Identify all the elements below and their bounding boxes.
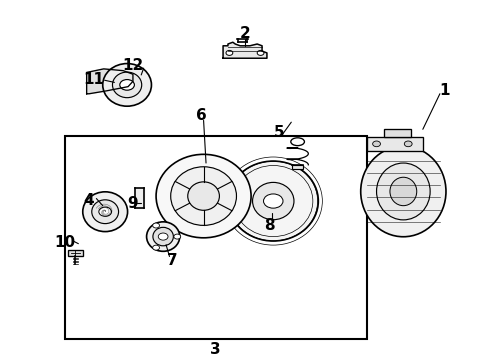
Bar (367, 137, 423, 150)
Circle shape (264, 194, 283, 208)
Text: 4: 4 (84, 193, 95, 208)
Polygon shape (223, 42, 267, 58)
Ellipse shape (252, 183, 294, 220)
Text: 3: 3 (210, 342, 221, 357)
Ellipse shape (83, 192, 127, 231)
Polygon shape (135, 188, 144, 208)
Circle shape (99, 207, 112, 216)
Circle shape (404, 141, 412, 147)
Text: 10: 10 (54, 235, 75, 251)
Bar (68, 250, 83, 256)
Ellipse shape (228, 161, 318, 241)
Text: 2: 2 (240, 26, 250, 41)
Circle shape (257, 50, 264, 55)
Circle shape (153, 245, 159, 250)
Ellipse shape (171, 167, 237, 225)
Ellipse shape (113, 72, 142, 98)
Ellipse shape (390, 177, 417, 206)
Circle shape (153, 223, 159, 228)
Ellipse shape (153, 227, 173, 246)
Circle shape (158, 233, 168, 240)
Bar (292, 165, 303, 170)
Ellipse shape (376, 163, 430, 220)
Text: 7: 7 (167, 253, 177, 268)
Polygon shape (87, 69, 133, 94)
Circle shape (120, 80, 134, 90)
Ellipse shape (361, 146, 446, 237)
Text: 1: 1 (440, 83, 450, 98)
Circle shape (226, 50, 233, 55)
Text: 11: 11 (83, 72, 104, 87)
Text: 12: 12 (122, 58, 144, 73)
Ellipse shape (103, 64, 151, 106)
Bar (384, 129, 411, 137)
Text: 5: 5 (274, 125, 284, 140)
Bar (65, 136, 367, 339)
Circle shape (373, 141, 380, 147)
Text: 6: 6 (196, 108, 206, 122)
Ellipse shape (92, 200, 119, 224)
Circle shape (174, 234, 181, 239)
Text: 9: 9 (127, 197, 138, 211)
Ellipse shape (156, 154, 251, 238)
Ellipse shape (188, 182, 220, 210)
Ellipse shape (147, 222, 180, 251)
Text: 8: 8 (264, 218, 275, 233)
